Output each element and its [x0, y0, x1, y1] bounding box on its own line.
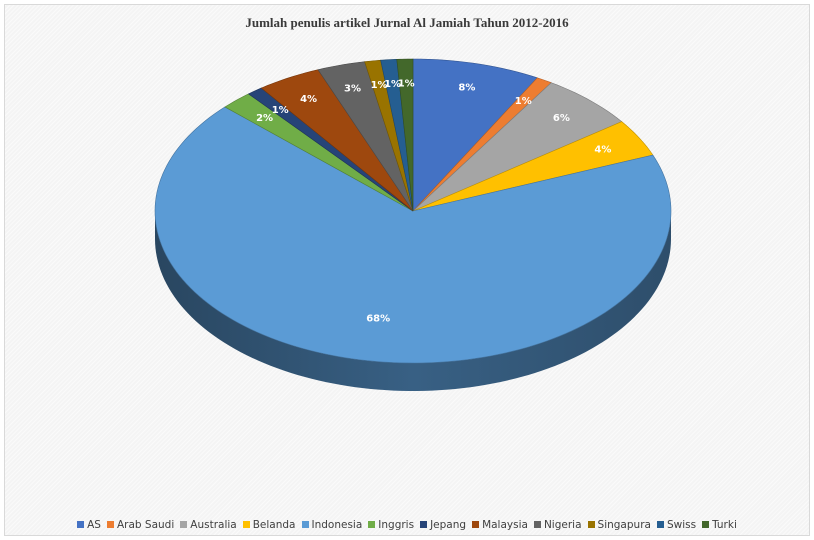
legend-label: Jepang [430, 519, 467, 531]
legend-label: Swiss [666, 519, 697, 531]
data-label-belanda: 4% [594, 145, 611, 156]
pie-slice-australia [412, 82, 623, 212]
data-label-swiss: 1% [384, 79, 401, 90]
data-label-singapura: 1% [371, 80, 388, 91]
legend-swatch [106, 521, 114, 528]
data-label-indonesia: 68% [366, 314, 390, 325]
legend: AS Arab Saudi Australia Belanda Indonesia Ing… [5, 519, 809, 531]
pie-slice-as [412, 58, 538, 212]
legend-label: AS [87, 519, 101, 531]
pie-slice-malaysia [260, 69, 414, 212]
legend-swatch [77, 521, 85, 528]
chart-area: Jumlah penulis artikel Jurnal Al Jamiah … [4, 4, 810, 536]
pie-data-labels: 8%1%6%4%68%2%1%4%3% 1%1%1% [256, 78, 611, 324]
legend-item-swiss: Swiss [656, 519, 697, 531]
legend-swatch [472, 521, 480, 528]
pie-slices [154, 58, 672, 364]
legend-item-belanda: Belanda [242, 519, 296, 531]
data-label-as: 8% [458, 82, 475, 93]
legend-item-arab-saudi: Arab Saudi [106, 519, 175, 531]
legend-swatch [533, 521, 541, 528]
data-label-australia: 6% [553, 113, 570, 124]
legend-swatch [180, 521, 188, 528]
legend-swatch [242, 521, 250, 528]
pie-slice-indonesia [154, 106, 672, 364]
data-label-arab-saudi: 1% [515, 96, 532, 107]
chart-title: Jumlah penulis artikel Jurnal Al Jamiah … [245, 15, 569, 30]
legend-item-australia: Australia [180, 519, 237, 531]
data-label-nigeria: 3% [344, 83, 361, 94]
legend-label: Arab Saudi [116, 519, 175, 531]
pie-slice-turki [396, 58, 414, 212]
legend-item-malaysia: Malaysia [472, 519, 528, 531]
legend-label: Inggris [378, 519, 415, 531]
legend-item-nigeria: Nigeria [533, 519, 582, 531]
legend-swatch [656, 521, 664, 528]
legend-item-singapura: Singapura [587, 519, 651, 531]
legend-label: Belanda [252, 519, 296, 531]
legend-item-as: AS [77, 519, 101, 531]
data-label-turki: 1% [398, 78, 415, 89]
pie-side-indonesia [155, 211, 671, 391]
data-label-jepang: 1% [272, 105, 289, 116]
pie-slice-belanda [412, 121, 654, 212]
data-label-inggris: 2% [256, 113, 273, 124]
legend-item-indonesia: Indonesia [301, 519, 363, 531]
pie-chart: 8%1%6%4%68%2%1%4%3% 1%1%1% [154, 58, 672, 391]
pie-slice-nigeria [317, 61, 414, 212]
pie-slice-inggris [224, 93, 414, 212]
legend-label: Nigeria [543, 519, 582, 531]
legend-item-turki: Turki [702, 519, 737, 531]
legend-label: Singapura [597, 519, 651, 531]
legend-swatch [702, 521, 710, 528]
legend-item-inggris: Inggris [368, 519, 414, 531]
legend-label: Indonesia [311, 519, 363, 531]
legend-label: Australia [190, 519, 237, 531]
pie-side-walls [155, 211, 671, 391]
legend-label: Turki [712, 519, 737, 531]
legend-swatch [368, 521, 376, 528]
legend-swatch [420, 521, 428, 528]
legend-swatch [301, 521, 309, 528]
legend-label: Malaysia [482, 519, 528, 531]
legend-swatch [587, 521, 595, 528]
data-label-malaysia: 4% [300, 94, 317, 105]
legend-item-jepang: Jepang [420, 519, 466, 531]
